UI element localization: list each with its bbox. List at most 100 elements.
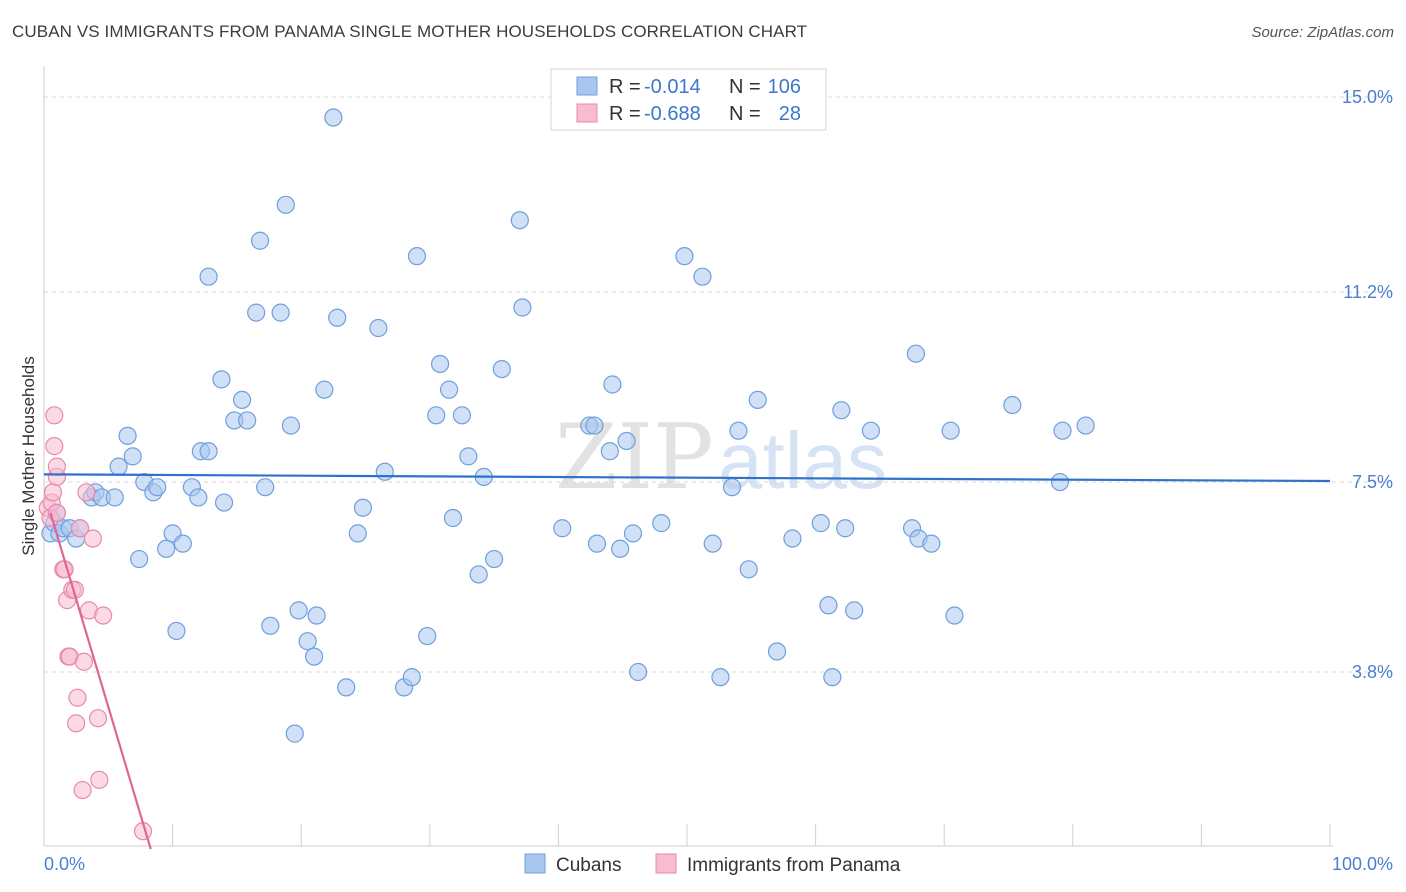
point-cubans (238, 411, 257, 430)
point-cubans (304, 647, 324, 666)
x-axis-ticks (172, 824, 1331, 846)
bottom-legend-swatch-cubans (524, 853, 546, 874)
legend-n-label-1: N = (729, 76, 761, 98)
point-panama (47, 457, 66, 476)
point-cubans (307, 606, 326, 625)
point-cubans (167, 621, 186, 641)
point-cubans (510, 211, 529, 230)
point-cubans (729, 421, 748, 440)
point-cubans (452, 406, 472, 425)
point-cubans (1003, 395, 1022, 415)
point-cubans (600, 442, 619, 461)
point-cubans (105, 488, 124, 507)
point-cubans (587, 534, 607, 553)
point-cubans (652, 514, 671, 533)
point-cubans (247, 303, 266, 322)
point-panama (88, 709, 108, 728)
point-cubans (1076, 416, 1095, 435)
point-cubans (123, 447, 142, 466)
point-panama (45, 437, 64, 456)
legend-r-value-1: -0.014 (644, 76, 701, 98)
legend: R = -0.014 N = 106 R = -0.688 N = 28 (550, 68, 827, 131)
point-cubans (823, 668, 842, 687)
point-panama (90, 770, 109, 789)
point-cubans (1050, 472, 1070, 492)
legend-r-value-2: -0.688 (644, 103, 701, 125)
point-cubans (553, 519, 572, 538)
point-cubans (845, 601, 864, 620)
point-cubans (118, 426, 137, 445)
point-cubans (906, 344, 926, 363)
point-cubans (1053, 421, 1072, 440)
point-cubans (711, 668, 730, 687)
point-cubans (459, 447, 478, 466)
bottom-legend-label-cubans: Cubans (556, 855, 622, 876)
bottom-legend-swatch-panama (655, 853, 677, 874)
point-panama (83, 529, 102, 548)
point-cubans (811, 514, 830, 533)
point-cubans (109, 457, 128, 476)
point-cubans (836, 519, 855, 538)
y-tick-label: 3.8% (1352, 662, 1393, 682)
point-cubans (315, 380, 334, 399)
x-tick-label-max: 100.0% (1332, 854, 1393, 874)
point-cubans (212, 370, 231, 389)
point-panama (43, 483, 63, 502)
chart-title: CUBAN VS IMMIGRANTS FROM PANAMA SINGLE M… (12, 22, 808, 41)
gridlines (44, 96, 1393, 673)
point-cubans (739, 560, 758, 579)
point-cubans (261, 616, 280, 635)
point-cubans (748, 390, 767, 410)
point-cubans (418, 626, 437, 646)
point-cubans (250, 231, 270, 250)
point-cubans (353, 498, 373, 517)
legend-n-label-2: N = (729, 103, 761, 125)
point-cubans (603, 375, 622, 394)
point-cubans (328, 308, 347, 327)
trend-line-cubans (43, 473, 1331, 483)
y-tick-label: 11.2% (1343, 282, 1393, 302)
point-panama (68, 688, 87, 707)
point-cubans (276, 195, 295, 214)
legend-r-label-1: R = (609, 76, 641, 98)
point-cubans (861, 421, 880, 440)
bottom-legend-label-panama: Immigrants from Panama (687, 855, 901, 876)
point-cubans (199, 267, 218, 286)
point-cubans (189, 488, 208, 507)
point-cubans (767, 642, 787, 661)
watermark-zip: ZIP (555, 405, 714, 510)
point-cubans (832, 401, 851, 420)
point-panama (45, 406, 64, 425)
point-cubans (324, 108, 343, 127)
point-panama (70, 519, 90, 538)
point-cubans (617, 431, 636, 451)
point-cubans (623, 524, 643, 543)
point-cubans (693, 267, 712, 286)
point-cubans (492, 359, 511, 379)
series-panama (38, 406, 153, 841)
point-panama (73, 780, 92, 800)
point-cubans (256, 478, 275, 497)
point-cubans (819, 596, 838, 615)
point-cubans (375, 462, 394, 481)
point-cubans (629, 662, 648, 682)
legend-n-value-2: 28 (779, 103, 801, 125)
x-tick-label-min: 0.0% (44, 854, 85, 874)
point-panama (67, 714, 86, 733)
point-cubans (130, 549, 149, 569)
point-cubans (675, 247, 694, 266)
point-cubans (214, 493, 234, 512)
legend-swatch-panama (576, 103, 598, 123)
y-axis-tick-labels: 3.8% 7.5% 11.2% 15.0% (1342, 87, 1393, 682)
point-cubans (703, 534, 722, 553)
point-panama (74, 652, 93, 671)
point-cubans (407, 247, 427, 266)
y-axis-label: Single Mother Households (19, 356, 38, 555)
point-cubans (173, 534, 192, 553)
point-cubans (298, 632, 317, 651)
point-cubans (427, 406, 446, 425)
legend-r-label-2: R = (609, 103, 641, 125)
y-tick-label: 7.5% (1352, 472, 1393, 492)
point-cubans (281, 416, 301, 435)
